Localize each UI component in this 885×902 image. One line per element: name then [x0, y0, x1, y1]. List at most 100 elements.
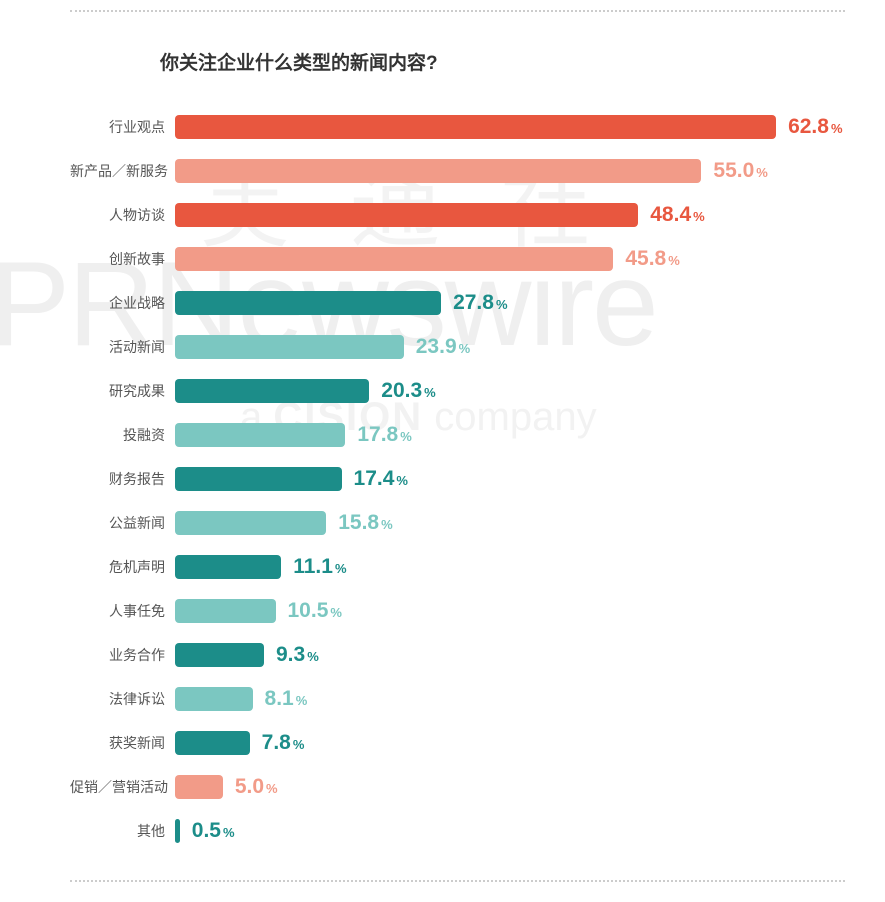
bar-track: 45.8% [175, 247, 845, 271]
bar-track: 0.5% [175, 819, 845, 843]
bar-label: 企业战略 [70, 293, 175, 313]
bar-fill [175, 115, 776, 139]
bar-row: 财务报告 17.4% [70, 457, 845, 501]
bar-label: 财务报告 [70, 469, 175, 489]
bar-value: 0.5% [192, 819, 235, 843]
bar-value: 17.4% [354, 467, 408, 491]
bar-fill [175, 555, 281, 579]
bar-track: 8.1% [175, 687, 845, 711]
percent-sign: % [396, 473, 408, 488]
bar-row: 企业战略 27.8% [70, 281, 845, 325]
bar-value-number: 55.0 [713, 159, 754, 182]
bar-fill [175, 335, 404, 359]
percent-sign: % [756, 165, 768, 180]
bar-track: 17.8% [175, 423, 845, 447]
bar-track: 23.9% [175, 335, 845, 359]
bar-fill [175, 731, 250, 755]
bar-value: 45.8% [625, 247, 679, 271]
percent-sign: % [693, 209, 705, 224]
percent-sign: % [335, 561, 347, 576]
bar-value-number: 23.9 [416, 335, 457, 358]
percent-sign: % [307, 649, 319, 664]
bar-value: 7.8% [262, 731, 305, 755]
bar-fill [175, 291, 441, 315]
bar-track: 5.0% [175, 775, 845, 799]
bar-label: 人事任免 [70, 601, 175, 621]
bar-value: 9.3% [276, 643, 319, 667]
bar-value-number: 8.1 [265, 687, 294, 710]
bar-row: 新产品／新服务 55.0% [70, 149, 845, 193]
percent-sign: % [459, 341, 471, 356]
bar-fill [175, 775, 223, 799]
bar-row: 人物访谈48.4% [70, 193, 845, 237]
bar-row: 行业观点 62.8% [70, 105, 845, 149]
bar-label: 促销／营销活动 [70, 777, 175, 797]
bar-label: 投融资 [70, 425, 175, 445]
bar-value: 5.0% [235, 775, 278, 799]
bar-row: 业务合作 9.3% [70, 633, 845, 677]
bar-value-number: 45.8 [625, 247, 666, 270]
percent-sign: % [296, 693, 308, 708]
percent-sign: % [831, 121, 843, 136]
bar-value-number: 20.3 [381, 379, 422, 402]
bar-value: 55.0% [713, 159, 767, 183]
bar-track: 11.1% [175, 555, 845, 579]
bar-track: 55.0% [175, 159, 845, 183]
bar-label: 业务合作 [70, 645, 175, 665]
bar-fill [175, 423, 345, 447]
percent-sign: % [381, 517, 393, 532]
bar-row: 获奖新闻 7.8% [70, 721, 845, 765]
bar-value: 20.3% [381, 379, 435, 403]
bar-chart: 你关注企业什么类型的新闻内容? 行业观点 62.8% 新产品／新服务 55.0% 人物访… [70, 30, 845, 853]
bar-value-number: 10.5 [288, 599, 329, 622]
bar-fill [175, 643, 264, 667]
bar-value-number: 11.1 [293, 555, 333, 578]
bar-label: 公益新闻 [70, 513, 175, 533]
divider-bottom [70, 880, 845, 882]
bar-value-number: 48.4 [650, 203, 691, 226]
bar-label: 人物访谈 [70, 205, 175, 225]
bar-fill [175, 819, 180, 843]
bar-row: 促销／营销活动 5.0% [70, 765, 845, 809]
bar-track: 15.8% [175, 511, 845, 535]
bar-track: 62.8% [175, 115, 845, 139]
bar-track: 48.4% [175, 203, 845, 227]
bar-track: 9.3% [175, 643, 845, 667]
percent-sign: % [293, 737, 305, 752]
bar-label: 行业观点 [70, 117, 175, 137]
bar-value: 27.8% [453, 291, 507, 315]
chart-title: 你关注企业什么类型的新闻内容? [160, 48, 845, 75]
percent-sign: % [496, 297, 508, 312]
bar-list: 行业观点62.8%新产品／新服务55.0%人物访谈48.4%创新故事45.8%企… [70, 105, 845, 853]
percent-sign: % [668, 253, 680, 268]
bar-value-number: 62.8 [788, 115, 829, 138]
bar-fill [175, 203, 638, 227]
bar-value: 62.8% [788, 115, 842, 139]
bar-label: 法律诉讼 [70, 689, 175, 709]
bar-fill [175, 687, 253, 711]
bar-label: 新产品／新服务 [70, 161, 175, 181]
bar-row: 危机声明11.1% [70, 545, 845, 589]
bar-track: 17.4% [175, 467, 845, 491]
bar-label: 危机声明 [70, 557, 175, 577]
bar-fill [175, 467, 342, 491]
bar-fill [175, 159, 701, 183]
bar-row: 创新故事45.8% [70, 237, 845, 281]
bar-value-number: 17.8 [357, 423, 398, 446]
bar-track: 10.5% [175, 599, 845, 623]
bar-value-number: 27.8 [453, 291, 494, 314]
bar-label: 获奖新闻 [70, 733, 175, 753]
bar-track: 27.8% [175, 291, 845, 315]
bar-label: 其他 [70, 821, 175, 841]
bar-value: 15.8% [338, 511, 392, 535]
bar-row: 活动新闻23.9% [70, 325, 845, 369]
percent-sign: % [330, 605, 342, 620]
bar-value: 17.8% [357, 423, 411, 447]
bar-value-number: 9.3 [276, 643, 305, 666]
bar-value-number: 7.8 [262, 731, 291, 754]
bar-track: 20.3% [175, 379, 845, 403]
bar-row: 法律诉讼8.1% [70, 677, 845, 721]
bar-fill [175, 247, 613, 271]
bar-fill [175, 511, 326, 535]
percent-sign: % [424, 385, 436, 400]
